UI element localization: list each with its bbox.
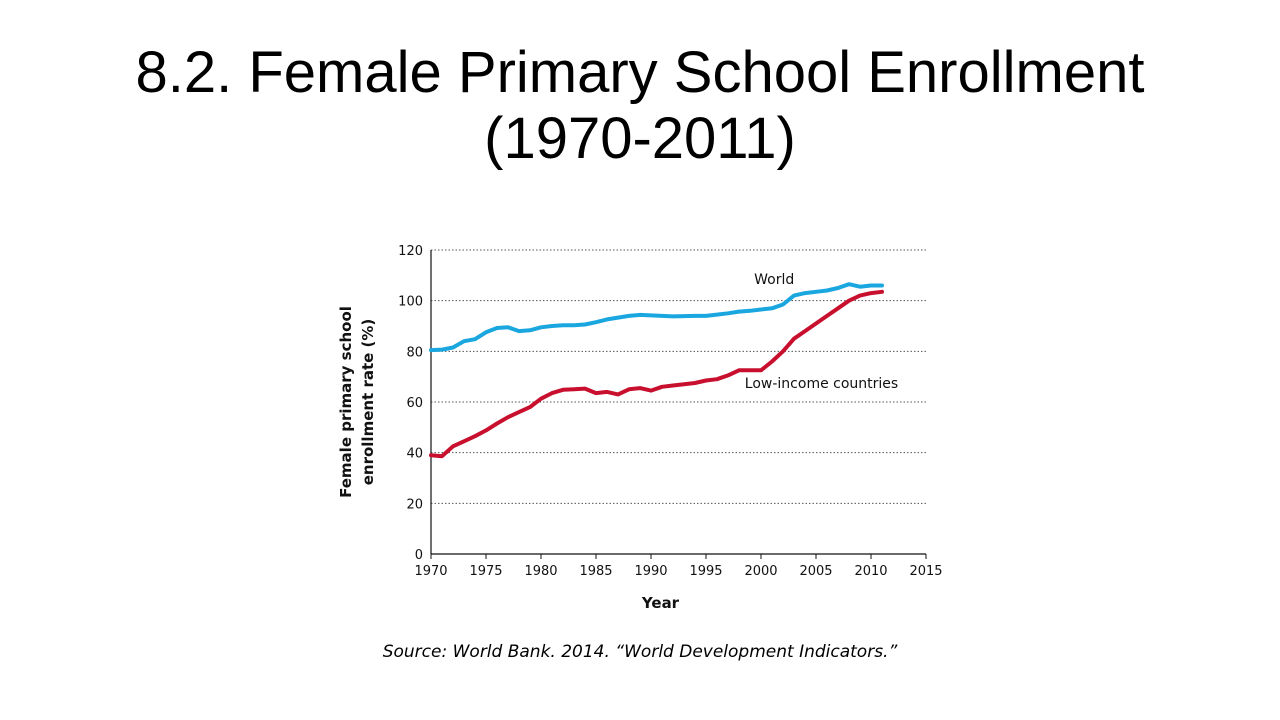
title-line-2: (1970-2011) (484, 106, 796, 171)
title-line-1: 8.2. Female Primary School Enrollment (135, 40, 1145, 105)
y-tick-label-60: 60 (406, 396, 423, 411)
series-label-world: World (754, 272, 794, 288)
x-tick-label-2000: 2000 (744, 564, 777, 579)
y-axis-title-line-2: enrollment rate (%) (359, 319, 377, 486)
source-citation: Source: World Bank. 2014. “World Develop… (382, 642, 898, 662)
x-tick-label-1995: 1995 (689, 564, 722, 579)
x-tick-label-1970: 1970 (414, 564, 447, 579)
series-line-world (429, 282, 884, 353)
x-tick-label-2010: 2010 (854, 564, 887, 579)
x-axis-title: Year (641, 594, 680, 612)
series-lines (429, 282, 884, 459)
x-tick-label-1975: 1975 (469, 564, 502, 579)
x-tick-label-2005: 2005 (799, 564, 832, 579)
y-tick-label-40: 40 (406, 447, 423, 462)
x-tick-label-1985: 1985 (579, 564, 612, 579)
x-tick-label-1990: 1990 (634, 564, 667, 579)
slide-title: 8.2. Female Primary School Enrollment (1… (0, 40, 1280, 172)
axes: 0 20 40 60 80 100 120 1970 1975 1980 1985 1990 1995 2… (398, 244, 942, 579)
y-tick-label-80: 80 (406, 345, 423, 360)
y-tick-label-20: 20 (406, 497, 423, 512)
x-tick-label-1980: 1980 (524, 564, 557, 579)
y-axis-title-line-1: Female primary school (337, 306, 355, 498)
chart-labels: Year Female primary school enrollment rate… (337, 272, 898, 612)
series-line-low-income-countries (429, 289, 884, 459)
y-tick-label-0: 0 (415, 548, 423, 563)
series-label-low-income-countries: Low-income countries (745, 376, 898, 392)
x-tick-label-2015: 2015 (909, 564, 942, 579)
y-tick-label-100: 100 (398, 295, 423, 310)
y-axis-title: Female primary school enrollment rate (%) (337, 306, 377, 498)
y-tick-label-120: 120 (398, 244, 423, 259)
